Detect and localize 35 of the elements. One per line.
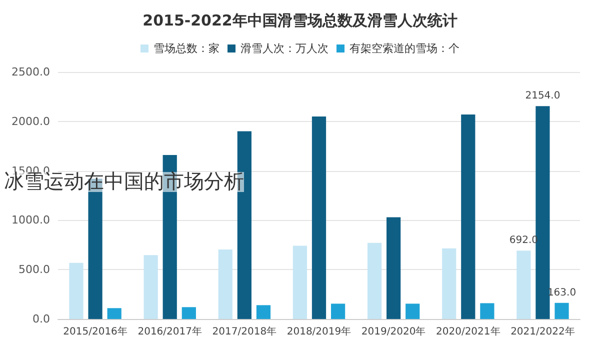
bar: [480, 303, 494, 319]
bar: [292, 246, 308, 319]
x-tick-label: 2016/2017年: [138, 326, 202, 338]
bar: [536, 106, 550, 319]
bar: [256, 305, 271, 319]
y-tick-label: 2000.0: [12, 114, 50, 128]
bar: [69, 262, 84, 319]
bar: [330, 304, 346, 319]
x-tick-label: 2021/2022年: [510, 326, 575, 338]
x-tick-label: 2018/2019年: [286, 326, 352, 338]
bar: [386, 217, 401, 319]
bar: [516, 250, 531, 319]
bar: [182, 307, 196, 319]
x-tick-label: 2017/2018年: [212, 326, 277, 338]
legend-label: 雪场总数：家: [154, 42, 220, 55]
bar: [312, 116, 326, 319]
y-tick-label: 1000.0: [12, 214, 50, 227]
chart-title: 2015-2022年中国滑雪场总数及滑雪人次统计: [142, 12, 458, 30]
data-label: 2154.0: [525, 90, 560, 102]
bar: [406, 304, 420, 319]
bar: [107, 308, 122, 319]
legend-label: 有架空索道的雪场：个: [350, 42, 460, 55]
bar: [218, 250, 232, 319]
y-tick-label: 500.0: [18, 263, 50, 276]
legend-label: 滑雪人次：万人次: [240, 42, 328, 55]
y-tick-label: 0.0: [32, 312, 50, 326]
bar: [442, 248, 456, 319]
x-tick-label: 2020/2021年: [436, 326, 500, 338]
bar: [461, 114, 476, 319]
bar: [367, 242, 382, 319]
y-tick-label: 2500.0: [12, 66, 50, 78]
x-tick-label: 2015/2016年: [63, 326, 128, 338]
bar: [554, 302, 569, 319]
bar: [144, 255, 158, 319]
x-tick-label: 2019/2020年: [361, 326, 426, 338]
